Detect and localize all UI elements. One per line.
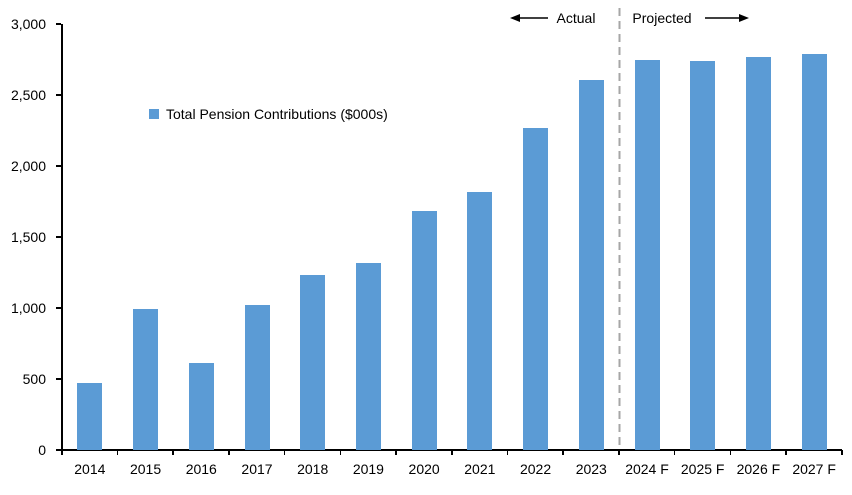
y-axis-tick <box>56 23 61 25</box>
bar-2026-f <box>745 57 771 450</box>
bar-2022 <box>523 127 549 450</box>
x-axis-tick <box>172 450 174 455</box>
legend-swatch-icon <box>149 109 159 119</box>
x-axis-tick <box>395 450 397 455</box>
y-axis-tick <box>56 165 61 167</box>
y-axis-tick <box>56 94 61 96</box>
x-axis-label-2023: 2023 <box>575 461 607 477</box>
y-axis-tick-label: 0 <box>38 442 46 458</box>
x-axis-tick <box>116 450 119 455</box>
y-axis-tick-label: 2,000 <box>10 158 46 174</box>
bar-2024-f <box>634 59 660 450</box>
x-axis-tick <box>618 450 620 455</box>
x-axis-tick <box>506 450 509 455</box>
actual-section-label: Actual <box>556 10 596 26</box>
x-axis-label-2026-f: 2026 F <box>736 461 781 477</box>
x-axis-tick <box>673 450 676 455</box>
projected-section-label: Projected <box>632 10 692 26</box>
x-axis-line <box>61 449 842 451</box>
x-axis-label-2014: 2014 <box>74 461 106 477</box>
left-arrow-icon <box>510 14 548 22</box>
x-axis-tick <box>562 450 564 455</box>
y-axis-tick <box>56 236 61 238</box>
x-axis-tick <box>451 450 453 455</box>
x-axis-tick <box>729 450 732 455</box>
x-axis-tick <box>228 450 230 455</box>
bar-2015 <box>133 309 159 450</box>
y-axis-tick <box>56 307 61 309</box>
y-axis-tick-label: 1,500 <box>10 229 46 245</box>
x-axis-tick <box>339 450 342 455</box>
y-axis-tick-label: 1,000 <box>10 300 46 316</box>
y-axis-tick-label: 2,500 <box>10 87 46 103</box>
y-axis-tick-label: 3,000 <box>10 16 46 32</box>
x-axis-label-2015: 2015 <box>129 461 162 477</box>
x-axis-label-2017: 2017 <box>241 461 273 477</box>
x-axis-label-2020: 2020 <box>408 461 440 477</box>
bar-2019 <box>355 262 381 450</box>
x-axis-label-2018: 2018 <box>297 461 329 477</box>
x-axis-tick <box>841 450 843 455</box>
bar-2027-f <box>801 53 827 450</box>
x-axis-label-2022: 2022 <box>519 461 552 477</box>
bar-2016 <box>188 363 214 450</box>
bar-2025-f <box>690 60 716 450</box>
right-arrow-icon <box>705 14 749 22</box>
bar-2020 <box>411 210 437 450</box>
x-axis-tick <box>61 450 63 455</box>
x-axis-label-2019: 2019 <box>352 461 384 477</box>
actual-projected-divider <box>618 8 621 450</box>
bar-2017 <box>244 305 270 450</box>
x-axis-label-2025-f: 2025 F <box>680 461 725 477</box>
x-axis-label-2027-f: 2027 F <box>792 461 836 477</box>
x-axis-tick <box>785 450 787 455</box>
y-axis-tick-label: 500 <box>22 371 46 387</box>
legend-label: Total Pension Contributions ($000s) <box>166 106 388 122</box>
y-axis-tick <box>56 378 61 380</box>
bar-2023 <box>578 80 604 450</box>
bar-2014 <box>77 383 103 450</box>
x-axis-label-2024-f: 2024 F <box>625 461 669 477</box>
x-axis-label-2016: 2016 <box>185 461 217 477</box>
bar-2021 <box>467 192 493 450</box>
legend: Total Pension Contributions ($000s) <box>149 106 388 122</box>
y-axis-line <box>61 24 63 450</box>
x-axis-label-2021: 2021 <box>464 461 496 477</box>
bar-2018 <box>300 275 326 450</box>
y-axis-tick <box>56 449 61 451</box>
x-axis-tick <box>283 450 286 455</box>
